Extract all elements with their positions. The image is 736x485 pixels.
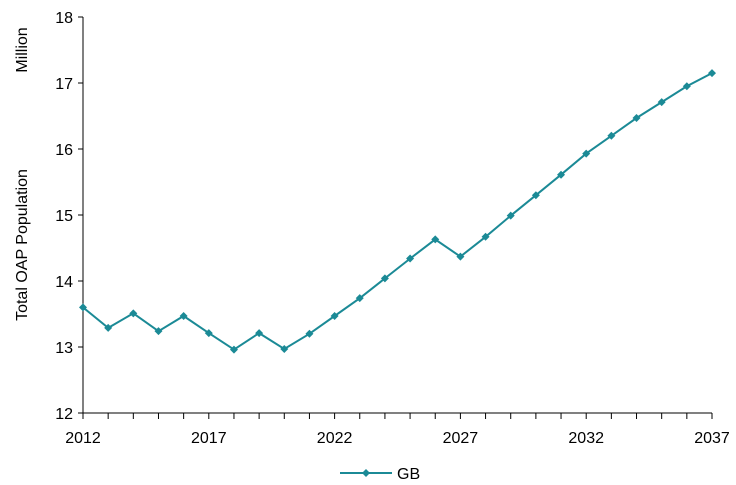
data-point-marker <box>531 191 540 200</box>
data-point-marker <box>154 327 163 336</box>
y-tick-label: 13 <box>55 340 73 357</box>
data-point-marker <box>305 329 314 338</box>
data-point-marker <box>431 235 440 244</box>
data-point-marker <box>607 131 616 140</box>
data-point-marker <box>330 311 339 320</box>
x-tick-label: 2037 <box>694 430 730 447</box>
y-tick-label: 17 <box>55 76 73 93</box>
x-tick-label: 2012 <box>65 430 101 447</box>
x-tick-label: 2022 <box>317 430 353 447</box>
x-tick-label: 2017 <box>191 430 227 447</box>
data-point-marker <box>280 344 289 353</box>
legend-marker-icon <box>362 469 370 477</box>
data-point-marker <box>204 329 213 338</box>
data-point-marker <box>481 232 490 241</box>
data-point-marker <box>179 311 188 320</box>
y-axis-ticks: 12 13 14 15 16 17 18 <box>55 10 83 423</box>
data-point-marker <box>506 211 515 220</box>
series-gb <box>79 69 716 354</box>
data-point-marker <box>406 254 415 263</box>
axes <box>82 17 712 414</box>
y-tick-label: 14 <box>55 274 73 291</box>
data-point-marker <box>129 309 138 318</box>
legend-label-gb: GB <box>397 466 420 483</box>
y-tick-label: 18 <box>55 10 73 27</box>
y-tick-label: 15 <box>55 208 73 225</box>
data-point-marker <box>456 252 465 261</box>
data-point-marker <box>229 345 238 354</box>
series-points-gb <box>79 69 716 354</box>
data-point-marker <box>104 323 113 332</box>
y-axis-label: Total OAP Population <box>14 169 31 321</box>
data-point-marker <box>582 149 591 158</box>
x-tick-label: 2027 <box>443 430 479 447</box>
legend: GB <box>340 466 420 483</box>
data-point-marker <box>632 113 641 122</box>
data-point-marker <box>657 98 666 107</box>
data-point-marker <box>380 274 389 283</box>
data-point-marker <box>355 294 364 303</box>
x-tick-label: 2032 <box>568 430 604 447</box>
data-point-marker <box>557 170 566 179</box>
data-point-marker <box>682 82 691 91</box>
series-line-gb <box>82 72 713 351</box>
data-point-marker <box>79 303 87 312</box>
y-tick-label: 16 <box>55 142 73 159</box>
y-unit-label: Million <box>14 27 31 72</box>
x-axis-ticks: 2012 2017 2022 2027 2032 2037 <box>65 413 730 447</box>
data-point-marker <box>255 329 264 338</box>
y-tick-label: 12 <box>55 406 73 423</box>
data-point-marker <box>708 69 716 78</box>
